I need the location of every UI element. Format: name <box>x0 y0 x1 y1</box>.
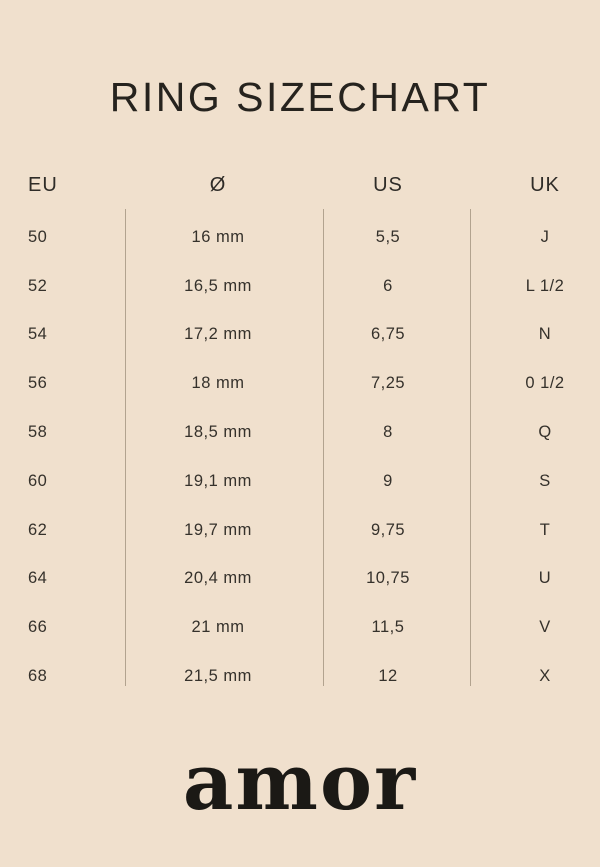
us-cell: 9 <box>383 471 393 490</box>
eu-cell: 50 <box>28 227 48 246</box>
page-title: RING SIZECHART <box>109 74 491 120</box>
eu-cell: 68 <box>28 667 48 686</box>
us-cell: 9,75 <box>370 520 406 539</box>
uk-cell: T <box>539 520 551 539</box>
diameter-cell: 16 mm <box>191 227 245 246</box>
table-row: 54 17,2 mm 6,75 N <box>0 311 600 360</box>
table-row: 62 19,7 mm 9,75 T <box>0 506 600 555</box>
diameter-cell: 21 mm <box>191 618 245 637</box>
diameter-cell: 19,7 mm <box>184 520 252 539</box>
diameter-cell: 17,2 mm <box>184 325 252 344</box>
table-row: 58 18,5 mm 8 Q <box>0 408 600 457</box>
us-cell: 10,75 <box>366 569 410 588</box>
eu-cell: 62 <box>28 520 48 539</box>
uk-cell: S <box>539 471 551 490</box>
uk-cell: Q <box>538 423 552 442</box>
us-cell: 11,5 <box>371 618 405 637</box>
diameter-cell: 19,1 mm <box>184 471 252 490</box>
diameter-cell: 18,5 mm <box>184 423 252 442</box>
column-header-diameter: Ø <box>209 173 227 196</box>
us-cell: 12 <box>378 667 398 686</box>
eu-cell: 54 <box>28 325 48 344</box>
diameter-cell: 16,5 mm <box>184 276 252 295</box>
uk-cell: N <box>538 325 552 344</box>
column-divider <box>323 209 324 686</box>
uk-cell: 0 1/2 <box>525 374 565 393</box>
table-row: 56 18 mm 7,25 0 1/2 <box>0 359 600 408</box>
us-cell: 5,5 <box>375 227 401 246</box>
column-header-us: US <box>373 173 403 196</box>
table-body: 50 16 mm 5,5 J 52 16,5 mm 6 L 1/2 54 17,… <box>0 213 600 701</box>
uk-cell: V <box>539 618 551 637</box>
table-row: 66 21 mm 11,5 V <box>0 603 600 652</box>
table-row: 64 20,4 mm 10,75 U <box>0 555 600 604</box>
uk-cell: J <box>540 227 550 246</box>
table-header-row: EU Ø US UK <box>0 167 600 203</box>
eu-cell: 64 <box>28 569 48 588</box>
column-divider <box>470 209 471 686</box>
diameter-cell: 20,4 mm <box>184 569 252 588</box>
eu-cell: 58 <box>28 423 48 442</box>
column-header-uk: UK <box>530 173 560 196</box>
table-row: 68 21,5 mm 12 X <box>0 652 600 701</box>
table-row: 60 19,1 mm 9 S <box>0 457 600 506</box>
column-divider <box>125 209 126 686</box>
eu-cell: 60 <box>28 471 48 490</box>
eu-cell: 66 <box>28 618 48 637</box>
uk-cell: L 1/2 <box>525 276 565 295</box>
diameter-cell: 18 mm <box>191 374 245 393</box>
brand-logo: amor <box>182 736 418 828</box>
us-cell: 8 <box>383 423 393 442</box>
eu-cell: 56 <box>28 374 48 393</box>
diameter-cell: 21,5 mm <box>184 667 252 686</box>
us-cell: 6,75 <box>370 325 406 344</box>
us-cell: 7,25 <box>370 374 406 393</box>
uk-cell: U <box>538 569 552 588</box>
column-header-eu: EU <box>28 173 58 196</box>
table-row: 50 16 mm 5,5 J <box>0 213 600 262</box>
eu-cell: 52 <box>28 276 48 295</box>
table-row: 52 16,5 mm 6 L 1/2 <box>0 262 600 311</box>
uk-cell: X <box>539 667 551 686</box>
us-cell: 6 <box>383 276 393 295</box>
